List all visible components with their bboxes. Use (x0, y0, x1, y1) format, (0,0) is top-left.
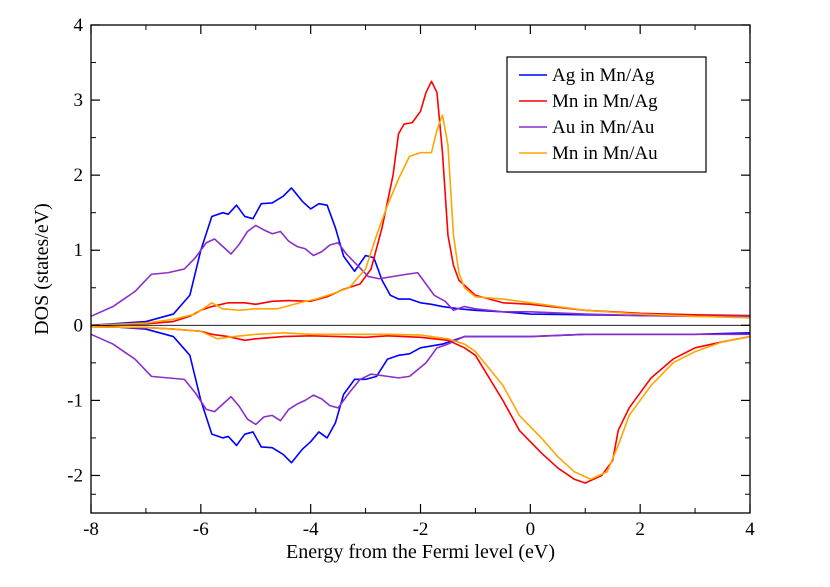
y-tick-label: -1 (67, 390, 83, 411)
y-tick-label: 0 (74, 315, 84, 336)
legend-label-3: Au in Mn/Au (552, 117, 655, 138)
legend-items: Ag in Mn/Ag Mn in Mn/Ag Au in Mn/Au Mn in M… (519, 65, 658, 164)
series-1-up-line (90, 187, 751, 327)
x-tick-label: -6 (193, 519, 209, 540)
series-3-up-line (90, 224, 750, 318)
y-axis-title: DOS (states/eV) (31, 203, 53, 335)
x-axis-title: Energy from the Fermi level (eV) (286, 541, 555, 563)
x-tick-label: 0 (526, 519, 536, 540)
y-tick-label: 2 (74, 165, 84, 186)
series-2-down-line (90, 326, 751, 484)
ticklabel-layer: -8 -6 -4 -2 0 2 4 -2 -1 0 1 2 3 4 (67, 15, 755, 540)
legend: Ag in Mn/Ag Mn in Mn/Ag Au in Mn/Au Mn in M… (506, 56, 707, 173)
legend-label-1: Ag in Mn/Ag (552, 65, 655, 86)
x-tick-label: 4 (745, 519, 755, 540)
series-4-down-line (90, 326, 751, 481)
x-tick-label: 2 (635, 519, 645, 540)
series-4-up-line (90, 114, 751, 327)
y-tick-label: 3 (74, 90, 84, 111)
x-tick-label: -4 (303, 519, 319, 540)
ticks-layer (90, 24, 751, 513)
y-tick-label: -2 (67, 465, 83, 486)
x-tick-label: -2 (413, 519, 429, 540)
legend-label-2: Mn in Mn/Ag (552, 91, 658, 112)
series-layer (90, 80, 751, 484)
y-tick-label: 1 (74, 240, 84, 261)
series-1-down-line (90, 324, 751, 464)
x-tick-label: -8 (83, 519, 99, 540)
legend-label-4: Mn in Mn/Au (552, 143, 658, 164)
y-tick-label: 4 (74, 15, 84, 36)
series-3-down-line (90, 333, 750, 426)
